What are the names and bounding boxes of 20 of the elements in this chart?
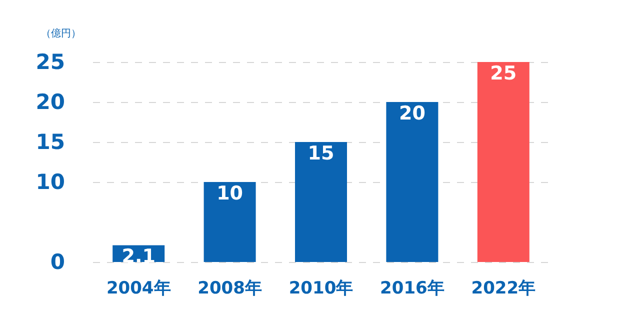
data-label: 25	[490, 62, 517, 84]
y-tick-label: 10	[36, 170, 65, 194]
y-tick-label: 25	[36, 50, 65, 74]
bar	[386, 102, 438, 262]
bar	[295, 142, 347, 262]
y-tick-label: 0	[50, 250, 65, 274]
bar	[204, 182, 256, 262]
data-label: 20	[398, 102, 426, 124]
data-label: 2.1	[122, 246, 156, 268]
data-label: 15	[308, 142, 334, 164]
data-label: 10	[216, 182, 244, 204]
y-tick-label: 15	[36, 130, 65, 154]
x-tick-label: 2004年	[106, 278, 171, 298]
x-tick-label: 2008年	[198, 278, 262, 298]
x-tick-label: 2016年	[380, 278, 444, 298]
y-axis-title: （億円）	[41, 28, 81, 40]
bar	[477, 62, 530, 262]
y-tick-label: 20	[36, 90, 65, 114]
x-tick-label: 2010年	[288, 278, 354, 298]
x-tick-label: 2022年	[471, 278, 536, 298]
